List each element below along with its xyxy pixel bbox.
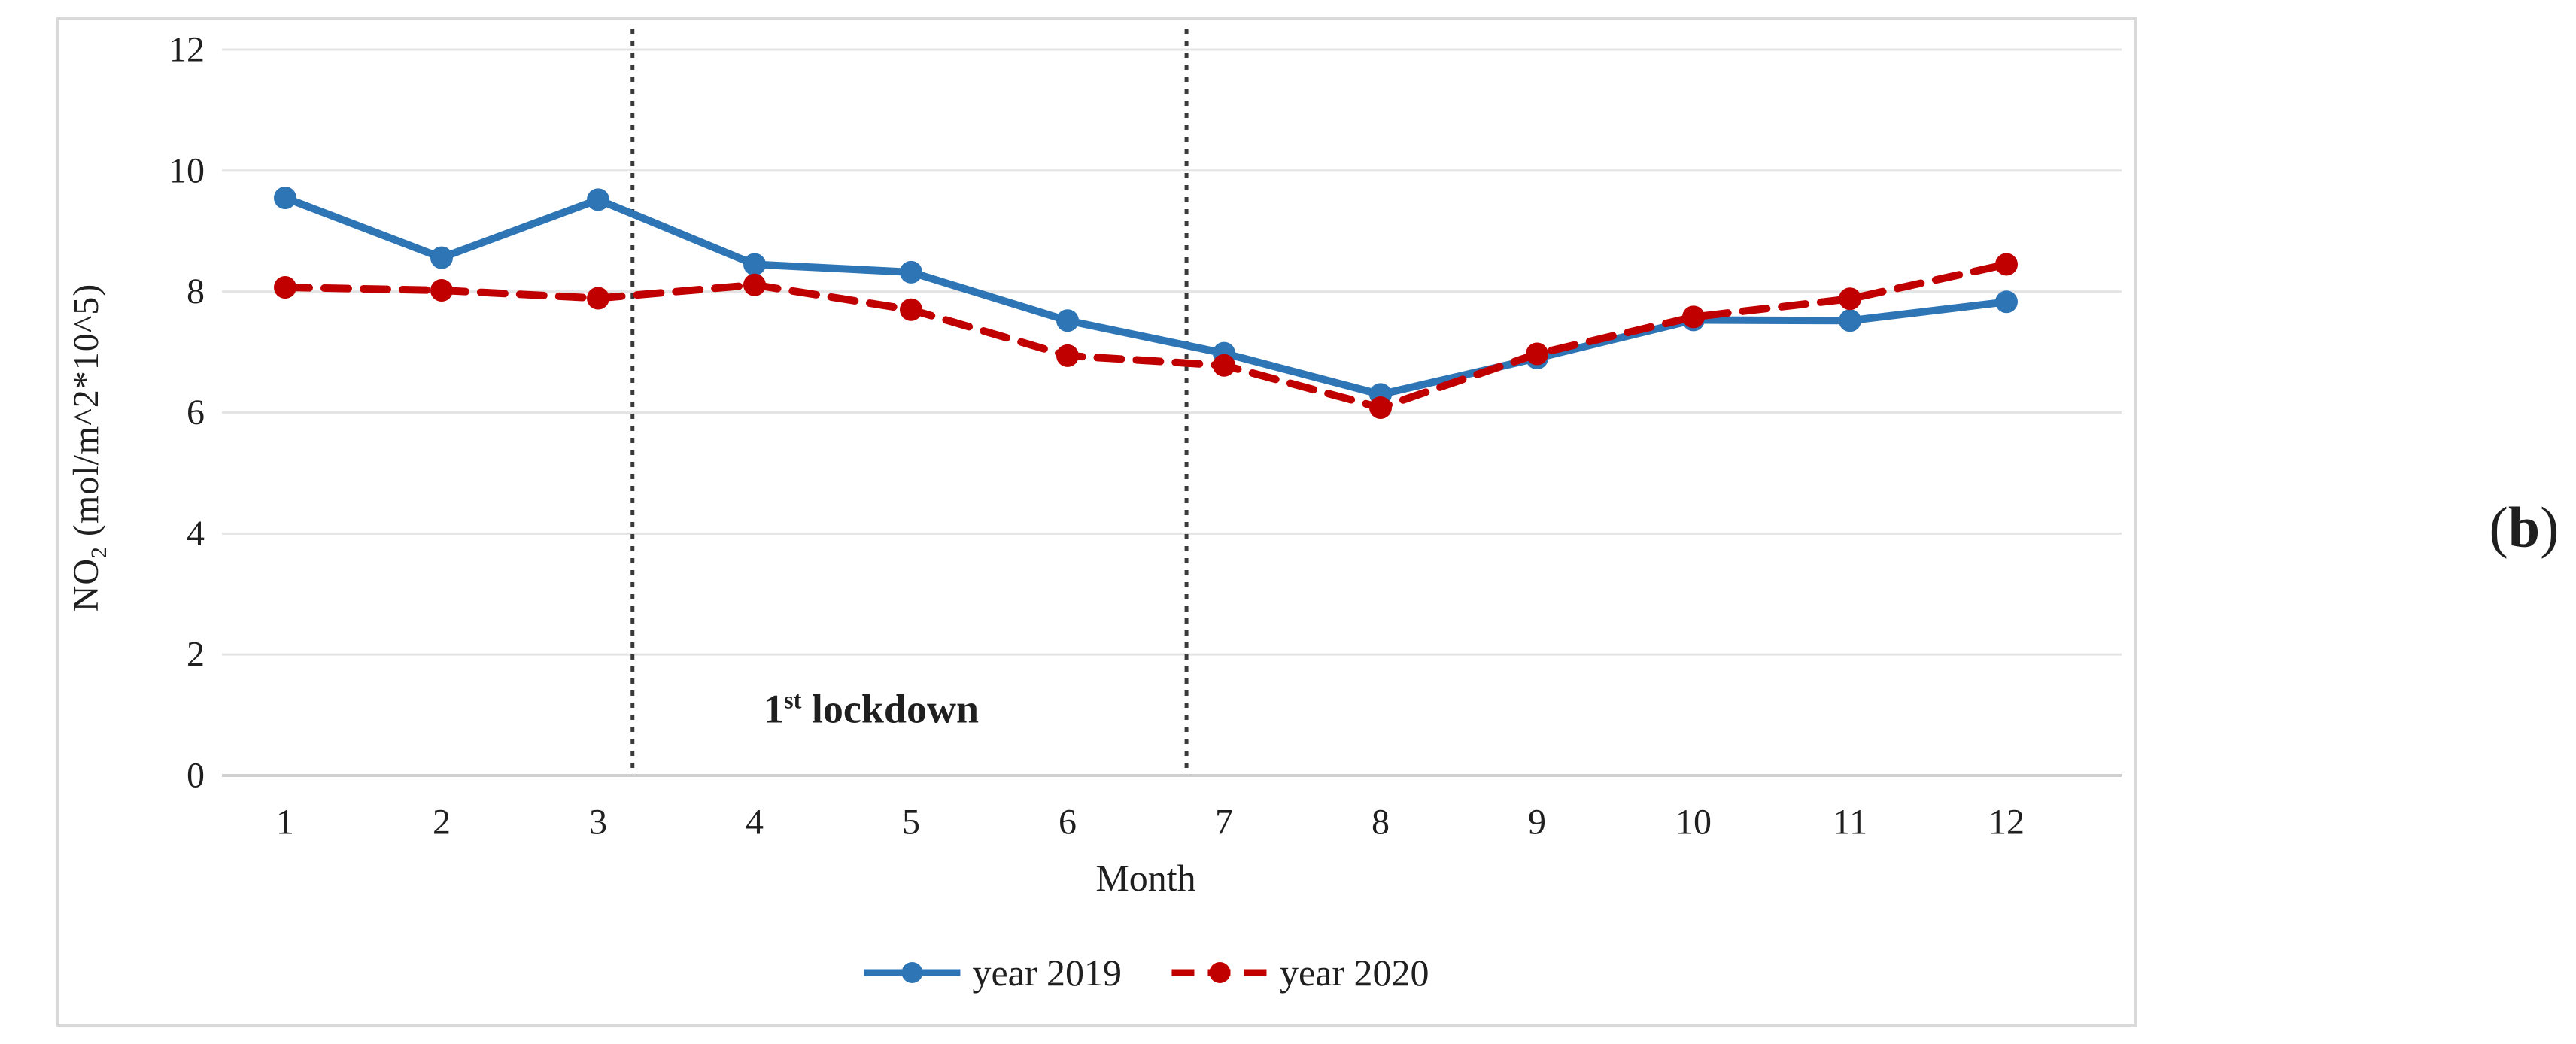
data-point-year-2020	[587, 287, 609, 310]
y-axis-title-text: NO	[66, 557, 107, 612]
y-tick-label: 12	[169, 29, 205, 69]
y-axis-title-units: (mol/m^2*10^5)	[66, 283, 107, 547]
y-tick-label: 8	[187, 272, 205, 311]
x-tick-label: 1	[276, 803, 294, 842]
lockdown-number: 1	[764, 686, 784, 732]
data-point-year-2020	[1056, 344, 1079, 367]
data-point-year-2020	[1213, 354, 1235, 377]
x-tick-label: 7	[1215, 803, 1233, 842]
data-point-year-2020	[1682, 305, 1705, 329]
y-axis-title-subscript: 2	[86, 546, 111, 558]
data-point-year-2019	[900, 260, 922, 284]
y-tick-label: 2	[187, 635, 205, 675]
y-tick-label: 10	[169, 150, 205, 190]
legend-swatch-2019-icon	[864, 962, 961, 983]
data-point-year-2020	[1839, 287, 1861, 311]
x-tick-label: 9	[1528, 803, 1546, 842]
data-point-year-2020	[1369, 396, 1392, 420]
legend-label-2020: year 2020	[1280, 951, 1429, 994]
data-point-year-2020	[1995, 253, 2018, 276]
lockdown-annotation: 1st lockdown	[764, 686, 979, 733]
data-point-year-2020	[274, 276, 296, 299]
data-point-year-2019	[274, 186, 296, 209]
x-tick-label: 6	[1059, 803, 1077, 842]
x-tick-label: 8	[1372, 803, 1390, 842]
legend-swatch-2020-icon	[1171, 962, 1268, 983]
x-tick-label: 2	[433, 803, 451, 842]
lockdown-ordinal: st	[784, 687, 802, 715]
y-tick-label: 4	[187, 514, 205, 554]
data-point-year-2019	[1995, 290, 2018, 314]
y-tick-label: 0	[187, 756, 205, 796]
data-point-year-2020	[1526, 342, 1548, 366]
panel-paren-close: )	[2540, 496, 2559, 560]
data-point-year-2020	[430, 279, 453, 302]
panel-letter: b	[2508, 496, 2541, 560]
lockdown-text: lockdown	[801, 686, 979, 732]
legend-label-2019: year 2019	[972, 951, 1122, 994]
legend-swatch-line	[1209, 962, 1230, 983]
data-point-year-2019	[587, 188, 609, 211]
y-axis-title: NO2 (mol/m^2*10^5)	[65, 284, 112, 612]
y-tick-label: 6	[187, 393, 205, 432]
x-tick-label: 12	[1988, 803, 2025, 842]
data-point-year-2020	[900, 298, 922, 321]
legend-swatch-line	[901, 962, 923, 983]
x-tick-label: 4	[746, 803, 764, 842]
x-tick-label: 5	[902, 803, 920, 842]
legend-item-2019: year 2019	[862, 951, 1122, 994]
series-line-year-2020	[281, 260, 2010, 412]
legend: year 2019 year 2020	[862, 951, 1429, 994]
x-axis-title: Month	[1095, 857, 1196, 899]
x-tick-label: 3	[589, 803, 607, 842]
data-point-year-2019	[430, 246, 453, 269]
figure-border	[56, 17, 2137, 1027]
series-line-year-2019	[281, 193, 2010, 399]
x-tick-label: 10	[1675, 803, 1712, 842]
data-point-year-2019	[1056, 309, 1079, 332]
panel-label: (b)	[2489, 496, 2559, 561]
data-point-year-2020	[743, 273, 766, 296]
x-tick-label: 11	[1833, 803, 1867, 842]
legend-item-2020: year 2020	[1170, 951, 1429, 994]
panel-paren-open: (	[2489, 496, 2508, 560]
data-point-year-2019	[743, 253, 766, 276]
data-point-year-2019	[1839, 309, 1861, 332]
